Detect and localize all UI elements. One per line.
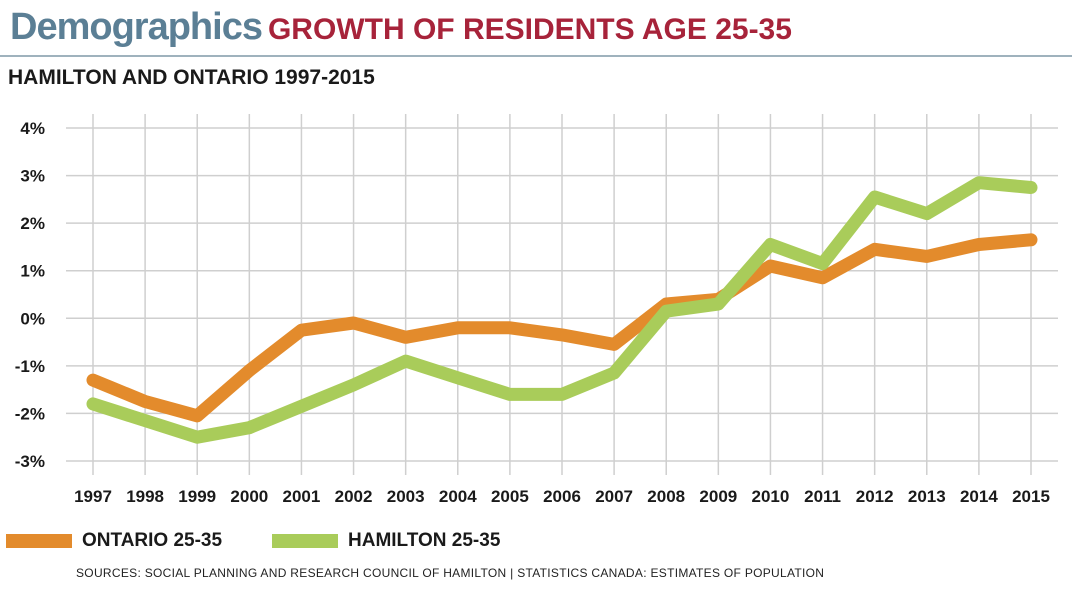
legend-swatch-ontario	[6, 534, 72, 548]
line-chart: 4% 3% 2% 1% 0% -1% -2% -3% 1997 1998 1999 2000 2001…	[15, 114, 1058, 506]
x-tick-label: 2006	[543, 487, 581, 506]
legend-item-ontario: ONTARIO 25-35	[6, 530, 222, 552]
chart-subtitle: HAMILTON AND ONTARIO 1997-2015	[8, 66, 375, 89]
x-tick-label: 2001	[283, 487, 321, 506]
x-tick-label: 2010	[752, 487, 790, 506]
x-tick-label: 2000	[230, 487, 268, 506]
y-tick-label: 3%	[20, 167, 45, 186]
x-tick-label: 2003	[387, 487, 425, 506]
x-tick-label: 2014	[960, 487, 998, 506]
legend-swatch-hamilton	[272, 534, 338, 548]
x-tick-label: 2004	[439, 487, 477, 506]
y-tick-label: -3%	[15, 452, 45, 471]
y-tick-label: -1%	[15, 357, 45, 376]
y-tick-label: 2%	[20, 214, 45, 233]
chart-series	[86, 176, 1038, 444]
page-header: Demographics GROWTH OF RESIDENTS AGE 25-3…	[10, 6, 792, 52]
chart-title: GROWTH OF RESIDENTS AGE 25-35	[267, 13, 792, 46]
x-tick-label: 2013	[908, 487, 946, 506]
x-tick-label: 2002	[335, 487, 373, 506]
series-line-ontario	[86, 233, 1038, 423]
y-tick-label: -2%	[15, 404, 45, 423]
x-axis-ticks: 1997 1998 1999 2000 2001 2002 2003 2004 2005 2006…	[74, 487, 1050, 506]
x-tick-label: 2012	[856, 487, 894, 506]
legend-label-ontario: ONTARIO 25-35	[82, 530, 223, 551]
y-axis-ticks: 4% 3% 2% 1% 0% -1% -2% -3%	[15, 119, 45, 471]
legend-item-hamilton: HAMILTON 25-35	[272, 530, 500, 552]
x-tick-label: 1997	[74, 487, 112, 506]
x-tick-label: 2015	[1012, 487, 1050, 506]
y-tick-label: 4%	[20, 119, 45, 138]
series-line-hamilton	[86, 176, 1038, 444]
brand-title: Demographics	[10, 6, 263, 48]
legend-label-hamilton: HAMILTON 25-35	[348, 530, 501, 551]
x-tick-label: 2007	[595, 487, 633, 506]
x-tick-label: 2005	[491, 487, 529, 506]
chart-grid	[66, 114, 1058, 475]
y-tick-label: 1%	[20, 262, 45, 281]
y-tick-label: 0%	[20, 309, 45, 328]
header-divider	[0, 55, 1072, 57]
x-tick-label: 1999	[178, 487, 216, 506]
x-tick-label: 1998	[126, 487, 164, 506]
source-note: SOURCES: SOCIAL PLANNING AND RESEARCH CO…	[76, 566, 825, 580]
x-tick-label: 2008	[647, 487, 685, 506]
x-tick-label: 2009	[699, 487, 737, 506]
x-tick-label: 2011	[804, 487, 841, 506]
